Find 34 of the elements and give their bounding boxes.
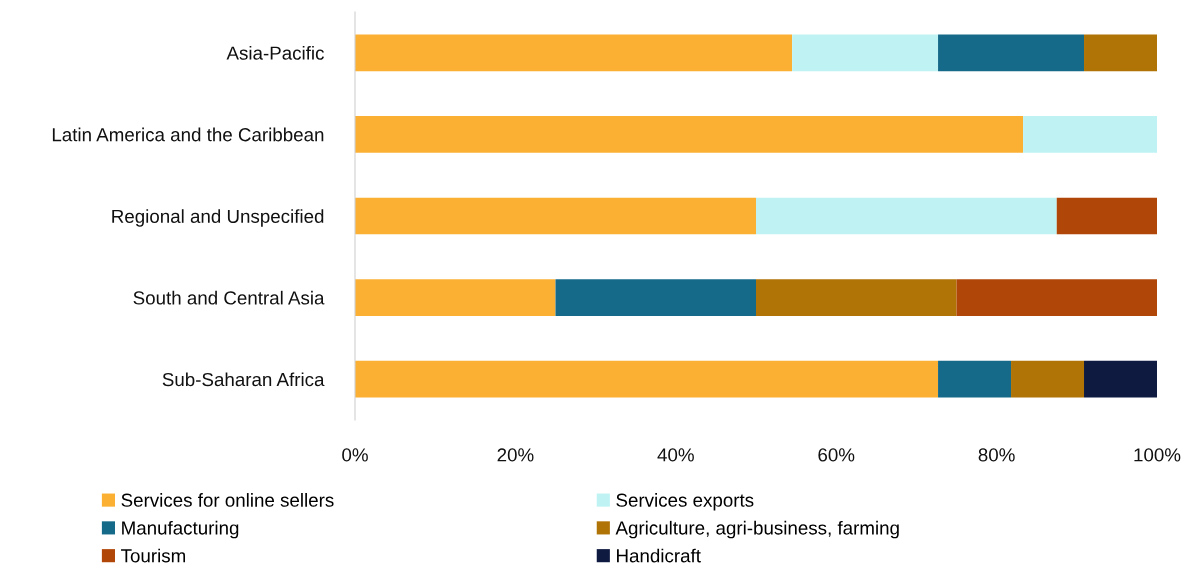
x-tick-label: 80% (978, 448, 1015, 462)
x-tick-label: 40% (657, 448, 694, 462)
bar (1084, 360, 1157, 398)
bar (756, 197, 1057, 235)
bar (355, 197, 756, 235)
bar (355, 360, 939, 398)
legend-label: Services for online sellers (121, 493, 334, 507)
bar (1011, 360, 1085, 398)
bar (355, 116, 1024, 153)
y-tick-label: Asia-Pacific (226, 46, 324, 60)
y-tick-label: South and Central Asia (133, 290, 325, 305)
bar (555, 279, 756, 316)
bar (1084, 34, 1157, 72)
y-tick-label: Regional and Unspecified (112, 209, 324, 227)
x-tick-label: 60% (818, 448, 855, 462)
bar (792, 34, 939, 72)
bar (938, 34, 1085, 72)
y-tick-label: Latin America and the Caribbean (52, 127, 324, 142)
bar (938, 360, 1012, 398)
legend-label: Manufacturing (122, 520, 239, 539)
bar (756, 279, 957, 316)
bar (355, 279, 556, 316)
bar (956, 279, 1157, 316)
bar (1023, 116, 1157, 153)
y-tick-label: Sub-Saharan Africa (162, 372, 325, 387)
x-tick-label: 100% (1134, 448, 1181, 462)
bar (355, 34, 793, 72)
x-tick-label: 0% (342, 448, 368, 462)
legend-label: Handicraft (617, 548, 701, 563)
x-tick-label: 20% (497, 448, 534, 462)
legend-label: Tourism (121, 548, 186, 563)
bar (1056, 197, 1157, 235)
legend-label: Services exports (616, 493, 754, 511)
legend-label: Agriculture, agri-business, farming (615, 520, 899, 539)
